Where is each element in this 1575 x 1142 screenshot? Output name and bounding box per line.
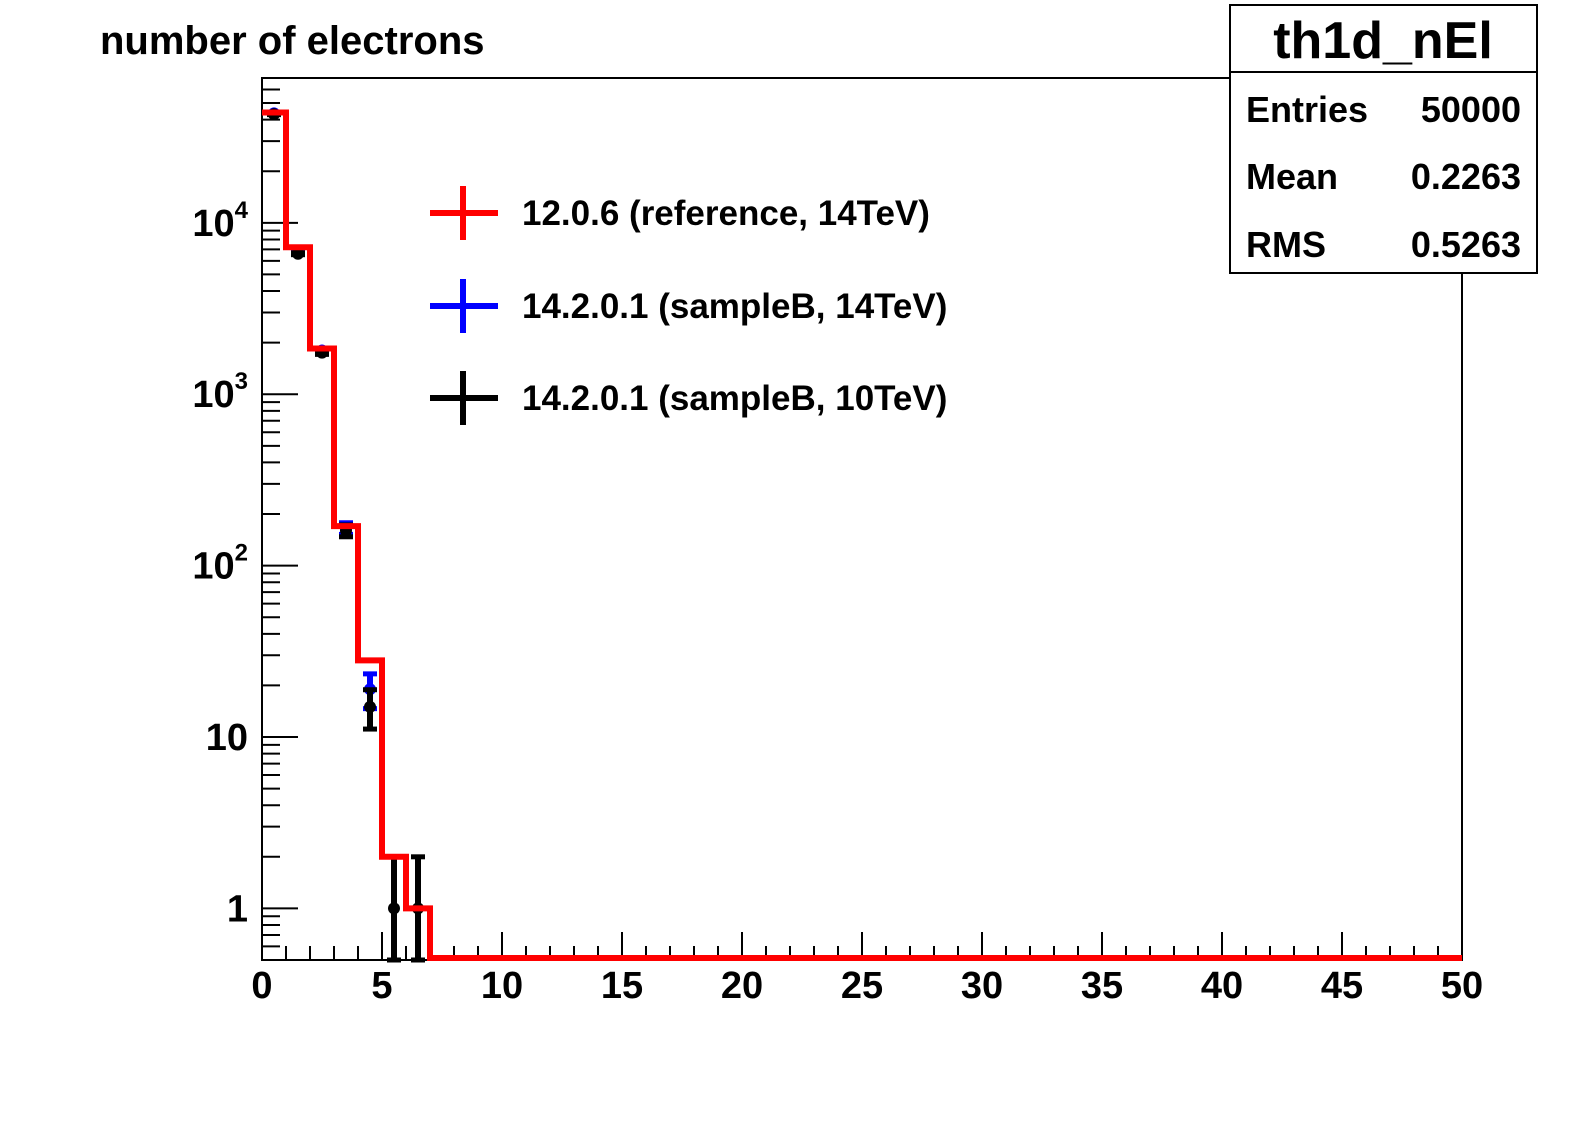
histogram-step-line bbox=[262, 109, 1462, 961]
x-tick-label: 5 bbox=[371, 965, 392, 1007]
stats-rms-value: 0.5263 bbox=[1411, 224, 1521, 265]
chart-title: number of electrons bbox=[100, 19, 485, 63]
legend-label: 14.2.0.1 (sampleB, 10TeV) bbox=[522, 379, 947, 418]
y-axis: 1 10 102 103 104 bbox=[192, 77, 298, 961]
data-point bbox=[388, 902, 400, 915]
x-tick-label: 25 bbox=[841, 965, 883, 1007]
plot-area bbox=[262, 107, 1462, 963]
y-tick-label: 104 bbox=[192, 197, 248, 245]
x-tick-label: 50 bbox=[1441, 965, 1483, 1007]
x-tick-label: 0 bbox=[251, 965, 272, 1007]
y-tick-label: 10 bbox=[206, 717, 248, 759]
x-tick-label: 10 bbox=[481, 965, 523, 1007]
legend-label: 12.0.6 (reference, 14TeV) bbox=[522, 194, 930, 233]
stats-box-frame bbox=[1229, 4, 1538, 274]
stats-rms-label: RMS bbox=[1246, 224, 1326, 265]
stats-mean-value: 0.2263 bbox=[1411, 156, 1521, 197]
y-tick-label: 102 bbox=[192, 540, 248, 588]
x-tick-label: 30 bbox=[961, 965, 1003, 1007]
stats-mean-label: Mean bbox=[1246, 156, 1338, 197]
stats-entries-value: 50000 bbox=[1421, 89, 1521, 130]
legend-label: 14.2.0.1 (sampleB, 14TeV) bbox=[522, 287, 947, 326]
legend: 12.0.6 (reference, 14TeV) 14.2.0.1 (sampl… bbox=[430, 186, 947, 425]
x-tick-label: 35 bbox=[1081, 965, 1123, 1007]
y-tick-label: 1 bbox=[227, 888, 248, 930]
stats-box: th1d_nEl Entries 50000 Mean 0.2263 RMS 0… bbox=[1229, 4, 1538, 274]
data-point bbox=[364, 700, 376, 713]
x-tick-label: 15 bbox=[601, 965, 643, 1007]
x-tick-label: 45 bbox=[1321, 965, 1363, 1007]
stats-entries-label: Entries bbox=[1246, 89, 1368, 130]
stats-box-title: th1d_nEl bbox=[1273, 12, 1493, 70]
x-tick-label: 20 bbox=[721, 965, 763, 1007]
x-tick-label: 40 bbox=[1201, 965, 1243, 1007]
data-point bbox=[292, 247, 304, 260]
y-tick-label: 103 bbox=[192, 368, 248, 416]
